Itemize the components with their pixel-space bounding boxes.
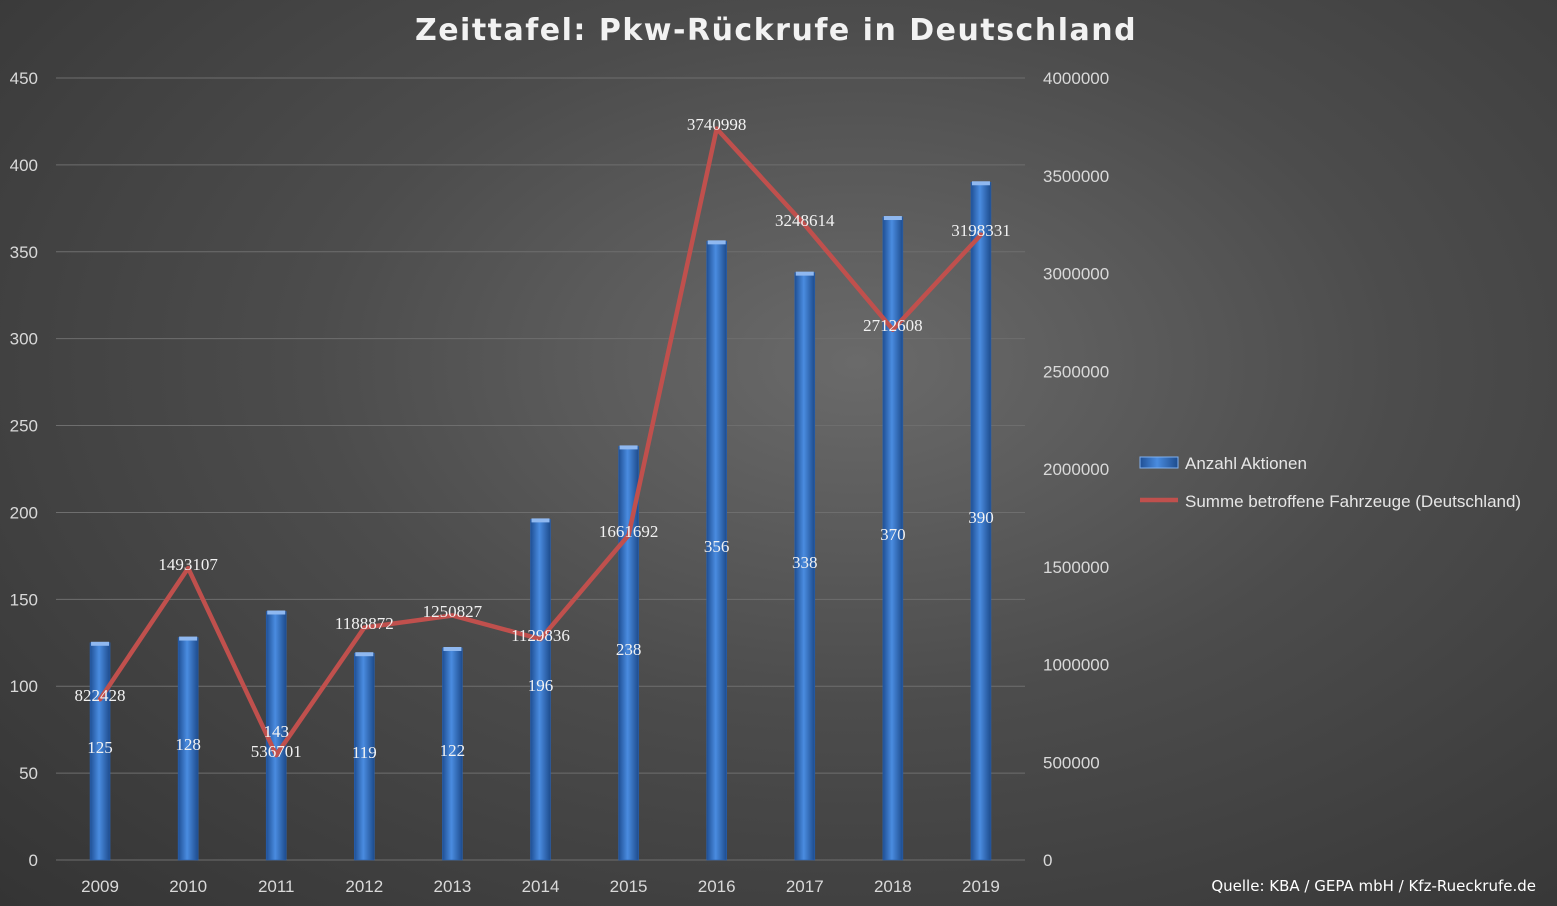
- bar-cap: [619, 445, 638, 450]
- line-point: [802, 222, 807, 228]
- right-axis: 0 500000 1000000 1500000 2000000 2500000 30000…: [1043, 69, 1109, 870]
- bar-cap: [355, 652, 374, 657]
- bar-cap: [267, 610, 286, 615]
- bar-value-label: 238: [616, 640, 642, 659]
- x-axis: 2009 2010 2011 2012 2013 2014 2015 2016 2017 2018…: [81, 877, 1000, 896]
- y-left-tick-label: 250: [10, 417, 38, 436]
- line-series: [97, 126, 984, 758]
- source-label: Quelle: KBA / GEPA mbH / Kfz-Rueckrufe.d…: [1211, 877, 1536, 895]
- line-point: [450, 613, 455, 618]
- x-tick-label: 2019: [962, 877, 1000, 896]
- bar-cap: [883, 216, 902, 221]
- y-right-tick-label: 500000: [1043, 753, 1100, 772]
- line-value-label: 822428: [75, 686, 126, 705]
- line-point: [538, 636, 543, 642]
- line-point: [978, 232, 984, 237]
- y-left-tick-label: 100: [10, 677, 38, 696]
- line-value-label: 2712608: [863, 316, 923, 335]
- y-right-tick-label: 4000000: [1043, 69, 1109, 88]
- bar-cap: [91, 641, 110, 646]
- chart-title: Zeittafel: Pkw-Rückrufe in Deutschland: [415, 13, 1137, 48]
- line-point: [890, 327, 896, 332]
- y-left-tick-label: 0: [29, 851, 38, 870]
- x-tick-label: 2012: [345, 877, 383, 896]
- line-value-label: 1129836: [511, 626, 570, 645]
- x-tick-label: 2009: [81, 877, 119, 896]
- bar-value-label: 128: [175, 735, 201, 754]
- line-point: [274, 752, 279, 758]
- bar-cap: [971, 181, 990, 186]
- y-left-tick-label: 200: [10, 503, 38, 522]
- legend-label-bar: Anzahl Aktionen: [1185, 454, 1307, 473]
- y-right-tick-label: 3000000: [1043, 265, 1109, 284]
- bar-series: [89, 181, 992, 861]
- line-value-label: 3740998: [687, 115, 747, 134]
- x-tick-label: 2015: [610, 877, 648, 896]
- bar-cap: [179, 636, 198, 641]
- bar-value-label: 370: [880, 525, 906, 544]
- y-left-tick-label: 300: [10, 330, 38, 349]
- y-left-tick-label: 50: [19, 764, 38, 783]
- y-right-tick-label: 0: [1043, 851, 1052, 870]
- x-tick-label: 2010: [169, 877, 207, 896]
- y-right-tick-label: 1500000: [1043, 558, 1109, 577]
- line-point: [185, 565, 191, 571]
- gridlines: [56, 77, 1025, 861]
- x-tick-label: 2017: [786, 877, 824, 896]
- line-value-label: 1493107: [158, 555, 218, 574]
- line-value-label: 1250827: [423, 602, 483, 621]
- bar-value-label: 125: [87, 738, 113, 757]
- line-value-label: 1661692: [599, 522, 659, 541]
- y-left-tick-label: 150: [10, 590, 38, 609]
- legend-label-line: Summe betroffene Fahrzeuge (Deutschland): [1185, 492, 1521, 511]
- x-tick-label: 2011: [258, 877, 295, 896]
- bar-cap: [707, 240, 726, 245]
- line-value-label: 3198331: [951, 221, 1011, 240]
- x-tick-label: 2018: [874, 877, 912, 896]
- line-value-label: 536701: [251, 742, 302, 761]
- x-tick-label: 2013: [433, 877, 471, 896]
- bar-value-label: 122: [440, 741, 466, 760]
- line-value-label: 3248614: [775, 211, 835, 230]
- line-point: [97, 697, 103, 702]
- bar-cap: [443, 646, 462, 651]
- line-point: [714, 126, 719, 131]
- legend-swatch-bar: [1139, 456, 1179, 469]
- bar-cap: [795, 271, 814, 276]
- y-right-tick-label: 3500000: [1043, 167, 1109, 186]
- bar-value-label: 390: [968, 508, 994, 527]
- bar-cap: [531, 518, 550, 523]
- bar-value-label: 338: [792, 553, 818, 572]
- bar-value-label: 119: [352, 743, 377, 762]
- bar-value-label: 143: [263, 722, 289, 741]
- y-left-tick-label: 400: [10, 156, 38, 175]
- bar-value-label: 196: [528, 676, 554, 695]
- line-point: [362, 625, 367, 630]
- y-left-tick-label: 450: [10, 69, 38, 88]
- y-right-tick-label: 1000000: [1043, 656, 1109, 675]
- left-axis: 0 50 100 150 200 250 300 350 400 450: [10, 69, 38, 870]
- line-point: [626, 532, 631, 538]
- y-left-tick-label: 350: [10, 243, 38, 262]
- y-right-tick-label: 2000000: [1043, 460, 1109, 479]
- x-tick-label: 2016: [698, 877, 736, 896]
- bar-value-label: 356: [704, 537, 730, 556]
- data-labels: 125 128 143 119 122 196 238 356 338 370 390 822428 1…: [75, 115, 1011, 762]
- legend: Anzahl Aktionen Summe betroffene Fahrzeug…: [1139, 454, 1521, 511]
- y-right-tick-label: 2500000: [1043, 362, 1109, 381]
- line-value-label: 1188872: [335, 614, 394, 633]
- x-tick-label: 2014: [522, 877, 560, 896]
